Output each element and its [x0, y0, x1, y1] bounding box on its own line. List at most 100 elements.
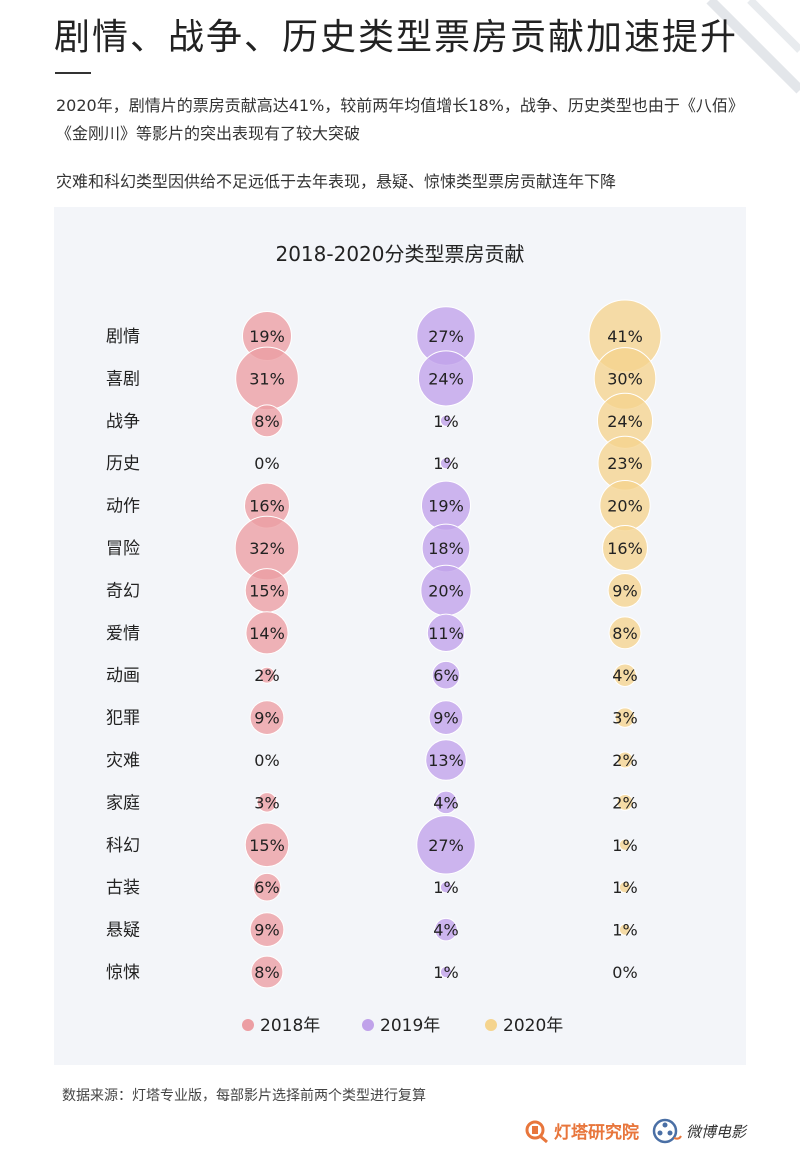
category-label-喜剧: 喜剧 — [106, 369, 140, 389]
dengta-logo: 灯塔研究院 — [524, 1118, 639, 1143]
data-label-2019年-家庭: 4% — [433, 793, 458, 812]
bubble-2019年-历史 — [439, 457, 453, 470]
bubble-2019年-惊悚 — [439, 965, 453, 979]
bubble-2020年-爱情 — [608, 616, 642, 650]
category-label-科幻: 科幻 — [106, 836, 140, 856]
data-label-2018年-惊悚: 8% — [254, 963, 279, 982]
category-label-冒险: 冒险 — [106, 539, 140, 559]
legend-label-2018年: 2018年 — [260, 1016, 320, 1036]
bubble-2020年-奇幻 — [607, 573, 643, 608]
category-label-战争: 战争 — [106, 412, 140, 432]
bubble-2018年-悬疑 — [249, 912, 285, 947]
data-label-2018年-犯罪: 9% — [254, 709, 279, 728]
bubble-2018年-家庭 — [256, 792, 278, 813]
data-label-2019年-奇幻: 20% — [428, 581, 464, 600]
data-label-2019年-冒险: 18% — [428, 539, 464, 558]
data-label-2020年-奇幻: 9% — [612, 581, 637, 600]
bubble-2019年-喜剧 — [417, 350, 475, 407]
data-label-2020年-剧情: 41% — [607, 327, 643, 346]
summary-paragraph-2: 灾难和科幻类型因供给不足远低于去年表现，悬疑、惊悚类型票房贡献连年下降 — [56, 172, 617, 191]
title-underline — [55, 72, 91, 74]
bubble-2019年-科幻 — [416, 815, 476, 875]
bubble-2020年-动画 — [613, 663, 637, 687]
data-label-2020年-悬疑: 1% — [612, 921, 637, 940]
legend-marker-2018年 — [242, 1019, 254, 1031]
legend-marker-2020年 — [485, 1019, 497, 1031]
category-label-动作: 动作 — [106, 497, 140, 517]
legend-label-2019年: 2019年 — [380, 1016, 440, 1036]
bubble-2020年-家庭 — [616, 793, 634, 811]
data-label-2018年-科幻: 15% — [249, 836, 285, 855]
legend-label-2020年: 2020年 — [503, 1016, 563, 1036]
data-label-2018年-悬疑: 9% — [254, 921, 279, 940]
legend-marker-2019年 — [362, 1019, 374, 1031]
category-label-动画: 动画 — [106, 666, 140, 686]
data-label-2020年-灾难: 2% — [612, 751, 637, 770]
category-label-历史: 历史 — [106, 454, 140, 474]
category-label-古装: 古装 — [106, 878, 140, 898]
data-label-2019年-古装: 1% — [433, 878, 458, 897]
data-label-2020年-历史: 23% — [607, 454, 643, 473]
bubble-2019年-悬疑 — [434, 917, 458, 942]
data-label-2019年-灾难: 13% — [428, 751, 464, 770]
weibo-movie-logo: 微博电影 — [652, 1118, 746, 1144]
data-label-2019年-爱情: 11% — [428, 624, 464, 643]
category-label-剧情: 剧情 — [106, 327, 140, 347]
bubble-2019年-灾难 — [425, 739, 467, 781]
data-label-2020年-战争: 24% — [607, 412, 643, 431]
data-label-2018年-古装: 6% — [254, 878, 279, 897]
data-label-2018年-动画: 2% — [254, 666, 279, 685]
bubble-2020年-犯罪 — [614, 707, 636, 728]
data-label-2020年-古装: 1% — [612, 878, 637, 897]
category-label-悬疑: 悬疑 — [106, 921, 140, 941]
data-label-2018年-剧情: 19% — [249, 327, 285, 346]
bubble-2020年-冒险 — [602, 525, 648, 571]
bubble-2018年-犯罪 — [249, 700, 285, 735]
bubble-2019年-古装 — [439, 881, 453, 894]
bubble-2019年-动画 — [431, 660, 461, 690]
bubble-2019年-爱情 — [426, 613, 466, 652]
category-label-犯罪: 犯罪 — [106, 709, 140, 729]
data-label-2018年-动作: 16% — [249, 497, 285, 516]
chart-panel: 2018-2020分类型票房贡献 剧情 喜剧 战争 历史 动作 冒险 奇幻 爱情 动画 犯罪 灾难 家庭… — [54, 207, 746, 1065]
data-source-note: 数据来源：灯塔专业版，每部影片选择前两个类型进行复算 — [62, 1088, 426, 1104]
data-label-2020年-喜剧: 30% — [607, 369, 643, 388]
summary-paragraph-1: 2020年，剧情片的票房贡献高达41%，较前两年均值增长18%，战争、历史类型也… — [56, 96, 744, 143]
data-label-2019年-惊悚: 1% — [433, 963, 458, 982]
bubble-2018年-爱情 — [245, 611, 289, 655]
bubble-2019年-犯罪 — [428, 700, 464, 735]
data-label-2018年-爱情: 14% — [249, 624, 285, 643]
dengta-logo-text: 灯塔研究院 — [554, 1123, 639, 1143]
category-label-奇幻: 奇幻 — [106, 581, 140, 601]
data-label-2020年-爱情: 8% — [612, 624, 637, 643]
bubble-2020年-科幻 — [618, 838, 632, 851]
data-label-2019年-动作: 19% — [428, 497, 464, 516]
data-label-2020年-犯罪: 3% — [612, 709, 637, 728]
data-label-2019年-科幻: 27% — [428, 836, 464, 855]
dengta-logo-icon — [525, 1120, 548, 1143]
data-label-2018年-灾难: 0% — [254, 751, 279, 770]
bubble-2018年-动画 — [258, 666, 276, 684]
data-label-2020年-动作: 20% — [607, 497, 643, 516]
data-label-2019年-历史: 1% — [433, 454, 458, 473]
bubble-2018年-古装 — [252, 872, 282, 902]
data-label-2018年-冒险: 32% — [249, 539, 285, 558]
data-label-2020年-科幻: 1% — [612, 836, 637, 855]
data-label-2018年-奇幻: 15% — [249, 581, 285, 600]
data-label-2020年-冒险: 16% — [607, 539, 643, 558]
data-label-2018年-家庭: 3% — [254, 793, 279, 812]
data-label-2020年-家庭: 2% — [612, 793, 637, 812]
category-label-家庭: 家庭 — [106, 793, 140, 813]
bubble-2019年-战争 — [439, 414, 453, 427]
data-label-2020年-惊悚: 0% — [612, 963, 637, 982]
bubble-2018年-科幻 — [244, 822, 290, 868]
category-label-灾难: 灾难 — [106, 751, 140, 771]
data-label-2019年-悬疑: 4% — [433, 921, 458, 940]
data-label-2019年-犯罪: 9% — [433, 709, 458, 728]
bubble-2018年-惊悚 — [250, 955, 284, 989]
category-label-惊悚: 惊悚 — [106, 963, 140, 983]
chart-title: 2018-2020分类型票房贡献 — [275, 242, 524, 266]
bubble-2018年-战争 — [250, 404, 284, 438]
bubble-2020年-灾难 — [616, 751, 634, 769]
data-label-2019年-喜剧: 24% — [428, 369, 464, 388]
